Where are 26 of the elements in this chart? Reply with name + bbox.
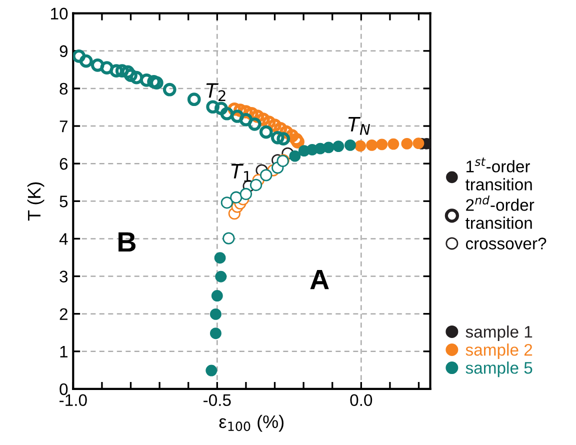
y-tick-label: 2 bbox=[60, 308, 68, 320]
y-tick-label: 5 bbox=[60, 196, 68, 208]
y-tick-label: 4 bbox=[59, 233, 68, 245]
y-tick-label: 6 bbox=[60, 158, 68, 170]
annotation: T$_{1}$ bbox=[231, 164, 250, 182]
annotation: T$_{2}$ bbox=[206, 83, 226, 101]
y-tick-label: 10 bbox=[51, 8, 68, 20]
annotation: T$_{N}$ bbox=[348, 117, 370, 135]
annotation: B bbox=[118, 232, 136, 252]
y-tick-label: 0 bbox=[60, 383, 68, 396]
x-tick-label: 0.0 bbox=[350, 394, 372, 406]
y-tick-label: 9 bbox=[60, 45, 68, 58]
legend-label: sample 1 bbox=[466, 325, 532, 342]
y-tick-label: 7 bbox=[60, 120, 68, 132]
legend-label: sample 5 bbox=[466, 362, 532, 378]
y-tick-label: 3 bbox=[60, 270, 68, 282]
annotation: A bbox=[310, 270, 329, 290]
x-axis-title: ε$_{100}$ (%) bbox=[219, 414, 284, 432]
y-tick-label: 8 bbox=[60, 82, 68, 95]
legend-label: sample 2 bbox=[466, 344, 532, 360]
x-tick-label: -0.5 bbox=[204, 394, 231, 406]
x-tick-label: -1.0 bbox=[60, 394, 87, 406]
legend-label: 1$^{st}$-order transition bbox=[466, 158, 532, 190]
y-axis-title: T (K) bbox=[27, 182, 44, 221]
legend-label: crossover? bbox=[466, 238, 546, 250]
y-tick-label: 1 bbox=[60, 346, 68, 358]
